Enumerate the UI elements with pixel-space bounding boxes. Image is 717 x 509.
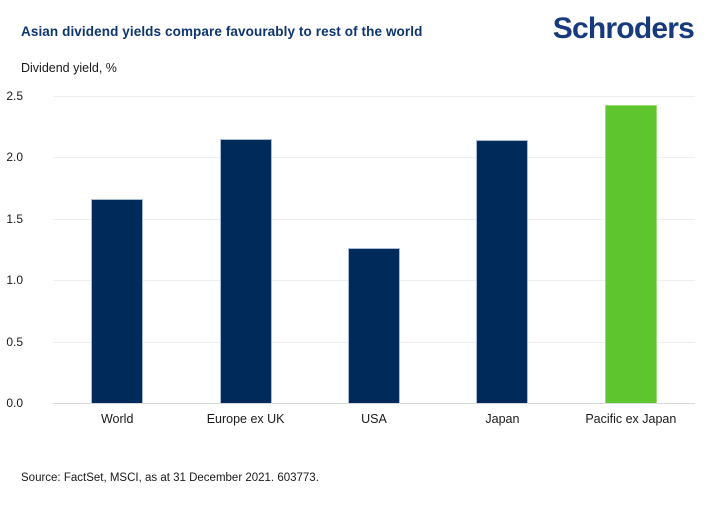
gridline-2.0	[53, 157, 695, 159]
bar-world	[91, 199, 144, 403]
y-tick-label-2.5: 2.5	[6, 89, 23, 103]
x-label-usa: USA	[361, 412, 387, 426]
chart-title: Asian dividend yields compare favourably…	[21, 24, 423, 39]
bar-slot-europe-ex-uk	[181, 96, 309, 403]
gridline-0.0	[53, 403, 695, 404]
source-note: Source: FactSet, MSCI, as at 31 December…	[21, 472, 319, 484]
bar-usa	[348, 248, 401, 403]
gridline-2.5	[53, 96, 695, 97]
y-tick-label-0.5: 0.5	[6, 334, 23, 349]
bar-slot-world	[53, 96, 181, 403]
y-tick-label-1.0: 1.0	[6, 273, 23, 288]
bar-slot-japan	[438, 96, 566, 403]
y-tick-label-2.0: 2.0	[6, 150, 23, 165]
gridline-1.5	[53, 218, 695, 220]
y-tick-label-0.0: 0.0	[6, 396, 23, 410]
bar-slot-pacific-ex-japan	[567, 96, 695, 403]
y-axis-title: Dividend yield, %	[21, 61, 117, 75]
x-label-europe-ex-uk: Europe ex UK	[206, 412, 285, 426]
bar-europe-ex-uk	[219, 139, 272, 403]
plot-area: 0.0 0.5 1.0 1.5 2.0 2.5	[6, 89, 695, 410]
bar-slot-usa	[310, 96, 438, 403]
x-label-world: World	[100, 412, 134, 426]
bar-japan	[476, 140, 529, 403]
x-axis-labels: World Europe ex UK USA Japan Pacific ex Japa…	[53, 412, 695, 426]
bar-pacific-ex-japan	[604, 104, 657, 403]
x-label-japan: Japan	[485, 412, 520, 426]
x-label-pacific-ex-japan: Pacific ex Japan	[585, 412, 677, 426]
y-tick-label-1.5: 1.5	[6, 211, 23, 226]
bar-series	[53, 96, 695, 403]
schroders-logo: Schroders	[552, 12, 695, 45]
